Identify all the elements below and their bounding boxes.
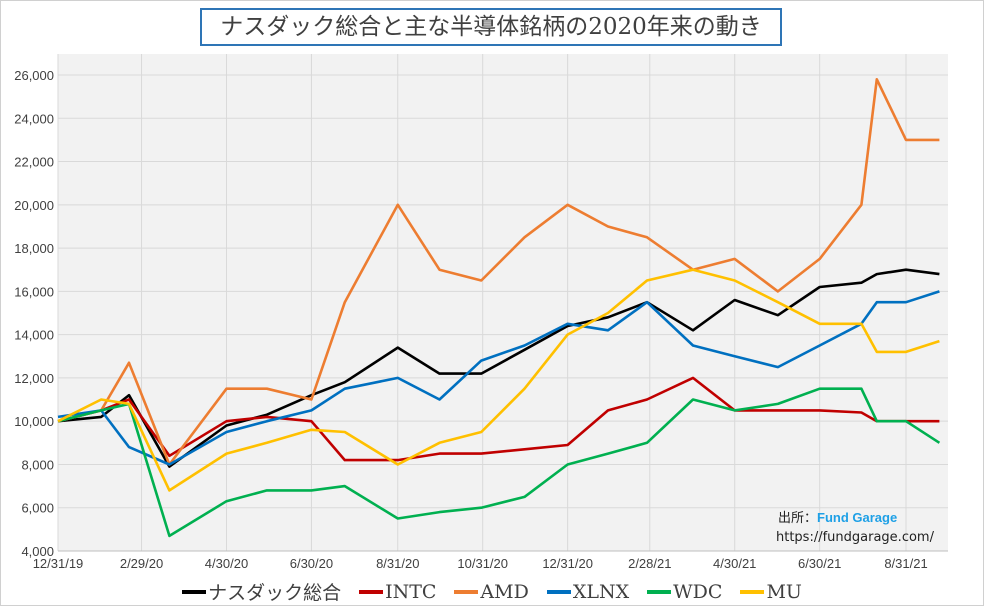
legend-swatch	[647, 589, 672, 594]
x-tick-label: 6/30/21	[798, 556, 841, 571]
legend-label: ナスダック総合	[208, 582, 342, 604]
series-line-MU	[57, 268, 940, 492]
legend-swatch	[454, 589, 479, 594]
plot-area	[58, 54, 948, 551]
legend-swatch	[546, 589, 571, 594]
legend-label: XLNX	[572, 580, 630, 603]
y-tick-label: 16,000	[14, 284, 54, 299]
legend-item: MU	[740, 578, 802, 605]
source-label: 出所：	[778, 511, 818, 526]
x-tick-label: 6/30/20	[290, 556, 333, 571]
y-tick-label: 6,000	[21, 501, 54, 516]
source-url: https://fundgarage.com/	[776, 530, 934, 545]
legend-item: INTC	[359, 578, 436, 605]
series-line-INTC	[57, 376, 940, 462]
x-tick-label: 4/30/21	[713, 556, 756, 571]
legend-swatch	[182, 589, 207, 594]
legend-swatch	[740, 589, 765, 594]
legend-item: ナスダック総合	[182, 578, 341, 605]
y-tick-label: 14,000	[14, 328, 54, 343]
x-tick-label: 10/31/20	[457, 556, 508, 571]
source-name: Fund Garage	[817, 510, 898, 525]
legend-label: MU	[766, 580, 802, 603]
y-tick-label: 10,000	[14, 414, 54, 429]
x-tick-label: 12/31/19	[33, 556, 84, 571]
series-line-XLNX	[57, 290, 940, 466]
y-tick-label: 12,000	[14, 371, 54, 386]
y-tick-label: 22,000	[14, 155, 54, 170]
legend-item: AMD	[454, 578, 529, 605]
y-tick-label: 20,000	[14, 198, 54, 213]
legend-label: INTC	[385, 580, 437, 603]
y-tick-label: 26,000	[14, 68, 54, 83]
x-tick-label: 12/31/20	[542, 556, 593, 571]
chart-title: ナスダック総合と主な半導体銘柄の2020年来の動き	[200, 8, 782, 46]
series-line-WDC	[57, 387, 941, 538]
x-tick-label: 8/31/21	[884, 556, 927, 571]
legend-label: WDC	[673, 580, 723, 603]
legend-item: XLNX	[546, 578, 630, 605]
series-line-ナスダック総合	[57, 268, 940, 468]
legend: ナスダック総合 INTC AMD XLNX WDC MU	[0, 578, 984, 605]
y-tick-label: 18,000	[14, 241, 54, 256]
x-tick-label: 4/30/20	[205, 556, 248, 571]
x-tick-label: 2/29/20	[120, 556, 163, 571]
legend-swatch	[359, 589, 384, 594]
source-note: 出所：Fund Garage	[778, 507, 897, 526]
legend-label: AMD	[480, 580, 529, 603]
y-tick-label: 4,000	[21, 544, 54, 559]
y-tick-label: 24,000	[14, 111, 54, 126]
x-tick-label: 8/31/20	[376, 556, 419, 571]
x-tick-label: 2/28/21	[628, 556, 671, 571]
y-tick-label: 8,000	[21, 457, 54, 472]
series-line-AMD	[57, 78, 940, 466]
legend-item: WDC	[647, 578, 722, 605]
